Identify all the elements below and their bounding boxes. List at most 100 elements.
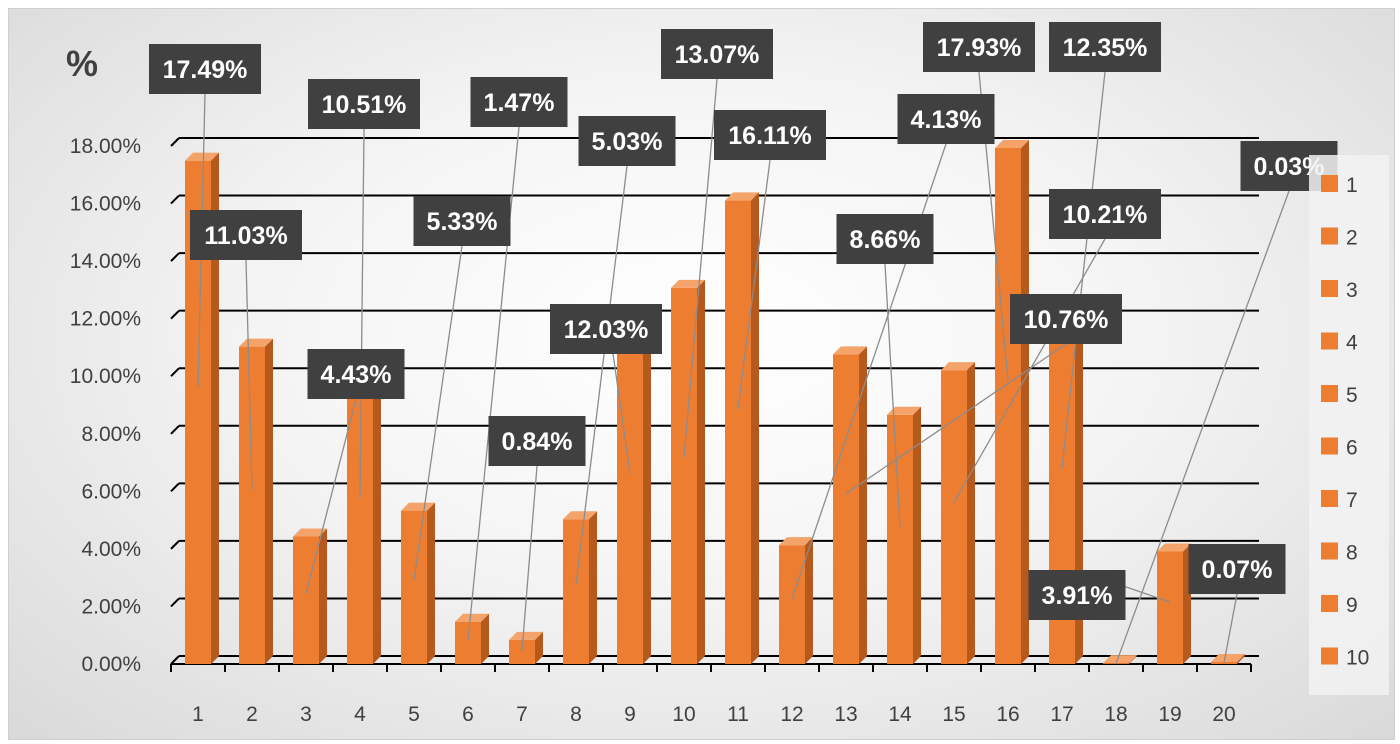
data-label: 4.13%	[911, 106, 982, 134]
data-label: 11.03%	[204, 222, 287, 250]
data-label: 13.07%	[675, 41, 760, 69]
legend-swatch	[1321, 647, 1338, 665]
gridline-depth	[170, 597, 180, 608]
gridline-depth	[170, 655, 180, 665]
y-tick-label: 0.00%	[81, 653, 141, 676]
data-label: 0.07%	[1202, 556, 1273, 584]
data-label-box	[1049, 189, 1161, 239]
bar	[941, 370, 967, 664]
data-label: 12.03%	[564, 316, 649, 344]
data-label-box	[836, 214, 934, 264]
bar	[1157, 551, 1183, 664]
bar-side	[1021, 140, 1029, 664]
data-label: 5.33%	[427, 208, 498, 236]
bar-side	[643, 309, 651, 664]
x-tick-label: 3	[300, 703, 312, 726]
bar-top	[293, 528, 327, 537]
leader-line	[245, 259, 253, 490]
data-label-box	[1049, 22, 1161, 72]
legend-label: 8	[1346, 542, 1358, 565]
bar	[887, 414, 913, 664]
x-tick-label: 11	[727, 703, 749, 726]
bar-top	[1157, 543, 1191, 552]
leader-line	[1115, 190, 1290, 664]
bar	[779, 545, 805, 664]
leader-line	[683, 78, 718, 458]
data-label-box	[661, 29, 773, 79]
gridline-depth	[170, 309, 180, 320]
bar-top	[509, 631, 543, 640]
bar	[1103, 663, 1129, 664]
legend-label: 2	[1346, 227, 1358, 250]
data-label: 3.91%	[1042, 582, 1113, 610]
bar	[1211, 661, 1237, 664]
data-label-box	[488, 416, 586, 466]
bar-top	[401, 502, 435, 511]
leader-line	[521, 465, 538, 651]
x-tick-label: 19	[1158, 703, 1181, 726]
bar	[995, 148, 1021, 664]
bar-top	[887, 406, 921, 415]
bar-side	[589, 511, 597, 664]
bar	[239, 346, 265, 664]
data-label: 1.47%	[484, 89, 555, 117]
bar-side	[535, 631, 543, 664]
bar-top	[833, 346, 867, 355]
x-tick-label: 4	[354, 703, 366, 726]
data-label-box	[1028, 570, 1126, 620]
x-tick-label: 14	[888, 703, 912, 726]
data-label: 10.21%	[1063, 201, 1148, 229]
bar-top	[941, 362, 975, 371]
legend-label: 6	[1346, 437, 1358, 460]
data-label: 5.03%	[592, 128, 663, 156]
bar	[293, 536, 319, 664]
x-tick-label: 5	[408, 703, 420, 726]
data-label-box	[190, 210, 302, 260]
bar-top	[671, 279, 705, 288]
bar-top	[1211, 653, 1245, 662]
legend-swatch	[1321, 490, 1338, 507]
leader-line	[1061, 71, 1106, 469]
leader-line	[953, 238, 1106, 503]
legend-label: 5	[1346, 384, 1358, 407]
gridline-depth	[170, 194, 180, 205]
x-tick-label: 1	[192, 703, 204, 726]
x-tick-label: 2	[246, 703, 258, 726]
data-label: 16.11%	[728, 122, 811, 150]
bar	[725, 200, 751, 664]
y-tick-label: 12.00%	[70, 308, 141, 331]
bar-top	[185, 152, 219, 161]
bar	[455, 621, 481, 664]
bar	[833, 354, 859, 664]
bar-top	[779, 537, 813, 546]
bar-side	[481, 613, 489, 664]
data-label-box	[307, 349, 405, 399]
x-tick-label: 8	[570, 703, 582, 726]
gridline-depth	[170, 367, 180, 377]
bar-side	[427, 502, 435, 664]
legend-label: 3	[1346, 279, 1358, 302]
bar-top	[455, 613, 489, 622]
y-tick-label: 2.00%	[81, 595, 141, 618]
legend-label: 9	[1346, 594, 1358, 617]
bar-top	[1103, 655, 1137, 664]
leader-line	[305, 398, 357, 595]
data-label: 10.76%	[1024, 306, 1109, 334]
legend-swatch	[1321, 542, 1338, 560]
legend-swatch	[1321, 595, 1338, 612]
data-label-box	[923, 22, 1035, 72]
bar	[671, 287, 697, 664]
y-tick-label: 14.00%	[70, 250, 141, 273]
gridline-depth	[170, 482, 180, 493]
gridline-depth	[170, 425, 180, 435]
leader-line	[1223, 593, 1238, 664]
legend-swatch	[1321, 280, 1338, 297]
leader-line	[413, 245, 463, 580]
data-label: 17.93%	[937, 34, 1022, 62]
legend-label: 10	[1346, 647, 1369, 670]
bar	[401, 510, 427, 664]
bar-side	[967, 362, 975, 664]
data-label-box	[308, 79, 420, 129]
bar-side	[805, 537, 813, 664]
y-tick-label: 6.00%	[81, 480, 141, 503]
